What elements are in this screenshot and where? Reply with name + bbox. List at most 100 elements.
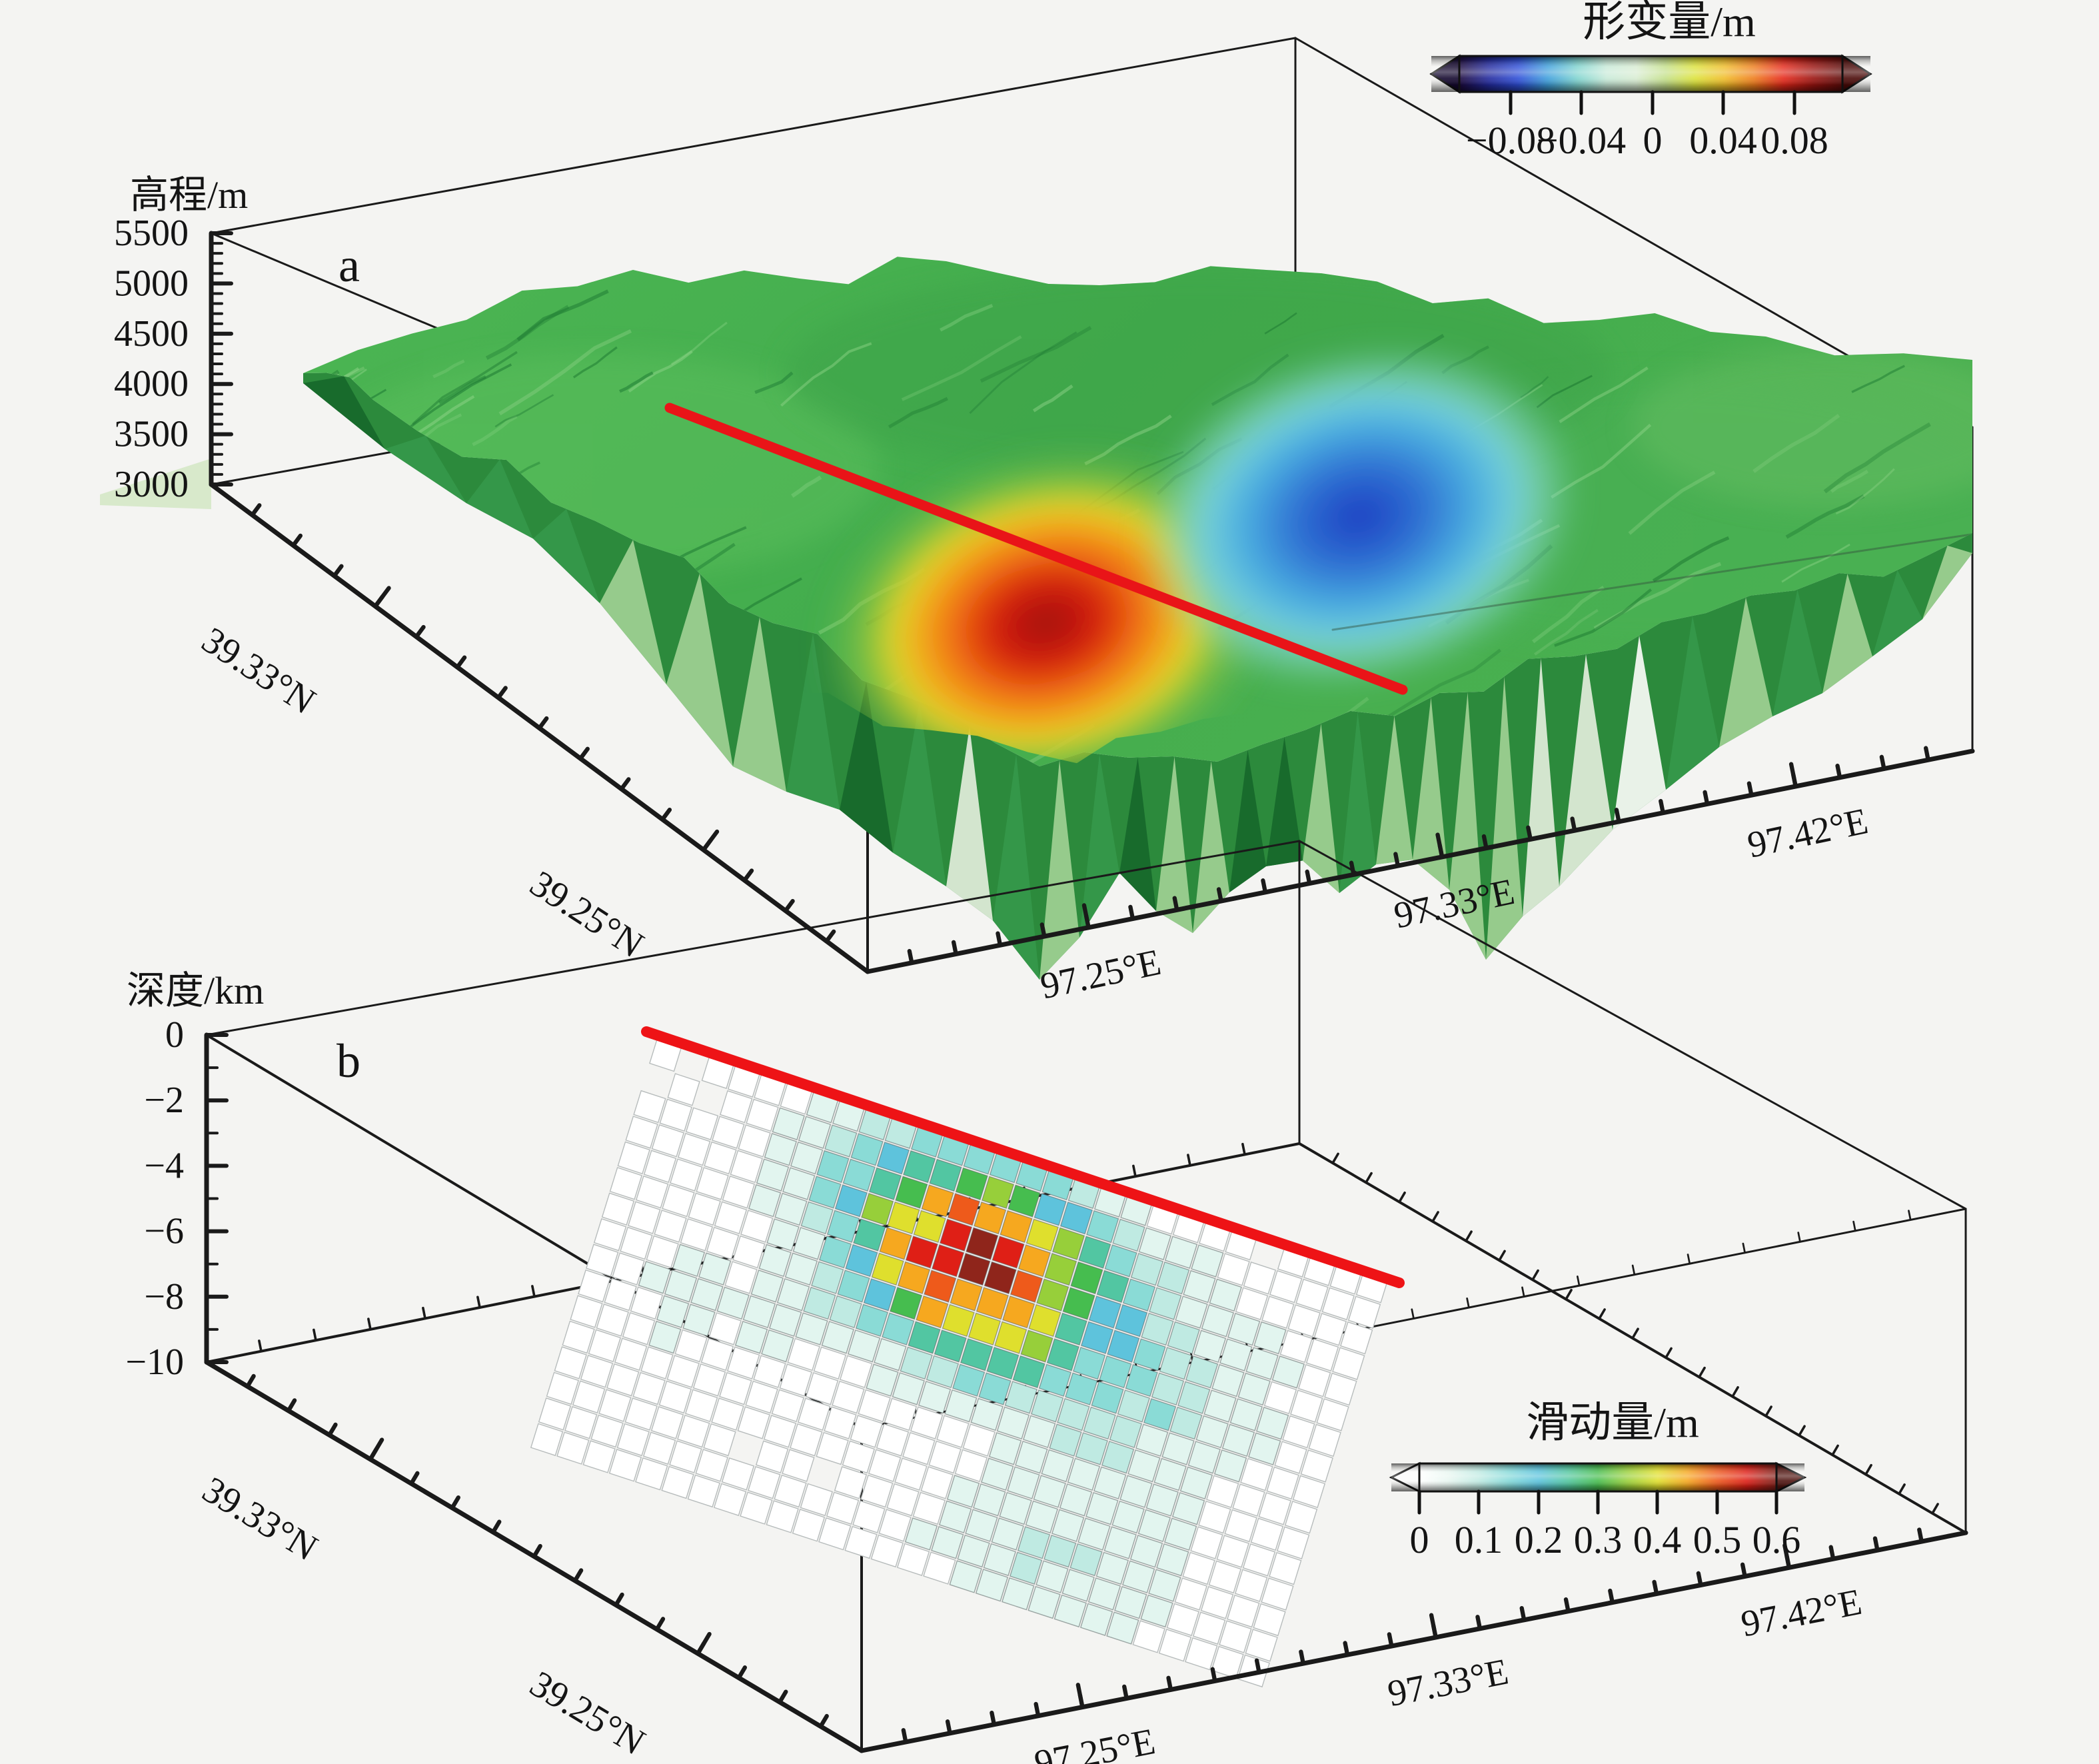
slip-cell [740, 1491, 773, 1525]
cliff-facet [993, 754, 1040, 980]
slip-cell [886, 1483, 920, 1517]
slip-cell [684, 1389, 718, 1422]
ridge-stroke [754, 371, 794, 395]
slip-cell [640, 1346, 674, 1379]
slip-cell [1261, 1296, 1295, 1329]
slip-cell [586, 1244, 619, 1277]
slip-cell [1148, 1569, 1181, 1602]
slip-cell [834, 1184, 868, 1218]
colorbar-tick-label: 0.2 [1515, 1518, 1563, 1561]
axis-tick [1879, 754, 1886, 771]
axis-tick [1431, 1211, 1439, 1223]
axis-tick [332, 564, 344, 578]
cliff-facet [1040, 760, 1079, 980]
slip-cell [938, 1500, 972, 1533]
ridge-stroke [1536, 375, 1593, 409]
slip-cell [704, 1141, 737, 1175]
axis-tick [1305, 869, 1312, 886]
slip-cell [1347, 1296, 1381, 1329]
axis-tick [450, 1495, 460, 1510]
axis-tick [1798, 1425, 1806, 1437]
z-tick-label: 4000 [114, 363, 189, 405]
slip-cell [750, 1270, 784, 1303]
slip-cell [772, 1107, 805, 1141]
cliff-facet [1872, 570, 1922, 656]
slip-cell [554, 1346, 587, 1379]
axis-tick [1631, 1264, 1636, 1276]
cliff-facet [1119, 757, 1156, 912]
cliff-facet [1156, 756, 1193, 933]
terrain-tone-patch [1633, 347, 1972, 506]
slip-cell [698, 1252, 732, 1286]
slip-cell [1130, 1253, 1164, 1286]
slip-cell [769, 1304, 802, 1337]
cliff-facet [533, 508, 600, 603]
slip-cell [1229, 1398, 1263, 1431]
slip-cell [1158, 1629, 1192, 1662]
colorbar-tick-label: 0.4 [1633, 1518, 1682, 1561]
axis-tick [696, 1631, 712, 1656]
slip-cell [1235, 1287, 1269, 1320]
ridge-stroke [1851, 365, 1905, 393]
axis-tick [1466, 1297, 1470, 1309]
cliff-facet [466, 459, 533, 539]
axis-tick [327, 1422, 338, 1437]
ridge-stroke [1835, 468, 1895, 515]
panel-b-z-axis-title: 深度/km [127, 969, 264, 1012]
slip-cell [1245, 1347, 1279, 1380]
slip-cell [1185, 1355, 1219, 1389]
fault-trace-line-a [664, 403, 1408, 695]
cliff-facet [893, 702, 946, 886]
axis-tick [1788, 762, 1798, 789]
slip-cell [1054, 1312, 1087, 1346]
axis-tick [1740, 1562, 1747, 1579]
slip-cell [1028, 1304, 1061, 1337]
slip-cell [658, 1380, 692, 1414]
slip-cell [1030, 1389, 1064, 1423]
slip-cell [758, 1244, 792, 1278]
slip-cell [816, 1431, 849, 1465]
axis-tick [1570, 816, 1577, 833]
slip-cell [1198, 1500, 1231, 1534]
slip-cell [1187, 1441, 1221, 1474]
slip-cell [958, 1252, 991, 1286]
ridge-stroke [1652, 536, 1730, 582]
slip-cell [976, 1287, 1009, 1320]
slip-cell [761, 1329, 794, 1363]
slip-cell [903, 1150, 936, 1184]
slip-cell [1224, 1509, 1257, 1543]
axis-tick [1435, 832, 1445, 860]
slip-cell [1232, 1483, 1265, 1517]
axis-tick [1034, 1701, 1041, 1718]
slip-cell [670, 1158, 703, 1192]
slip-cell [868, 1167, 902, 1200]
slip-cell [1133, 1338, 1166, 1371]
slip-cell [829, 1295, 862, 1329]
slip-cell [650, 1406, 684, 1439]
slip-cell [920, 1466, 954, 1499]
axis-tick [578, 746, 590, 761]
slip-cell [1083, 1406, 1116, 1440]
slip-cell [740, 1210, 774, 1243]
axis-tick [1081, 903, 1091, 930]
slip-cell [724, 1261, 758, 1294]
slip-cell [866, 1363, 899, 1397]
slip-cell [904, 1517, 938, 1551]
slip-cell [1107, 1329, 1140, 1363]
slip-cell [860, 1192, 894, 1226]
slip-cell [1227, 1594, 1260, 1628]
axis-tick [1172, 896, 1179, 912]
slip-cell [1140, 1594, 1173, 1628]
slip-cell [1183, 1270, 1216, 1304]
slip-cell [1065, 1372, 1098, 1405]
axis-tick [537, 716, 549, 730]
slip-cell [946, 1475, 980, 1508]
slip-cell [771, 1389, 805, 1423]
slip-cell [1051, 1227, 1085, 1260]
slip-cell [842, 1158, 876, 1192]
slip-cell [936, 1415, 970, 1448]
slip-cell [973, 1483, 1006, 1517]
slip-cell [983, 1543, 1016, 1577]
slip-cell [923, 1551, 956, 1585]
ridge-stroke [1785, 494, 1865, 539]
